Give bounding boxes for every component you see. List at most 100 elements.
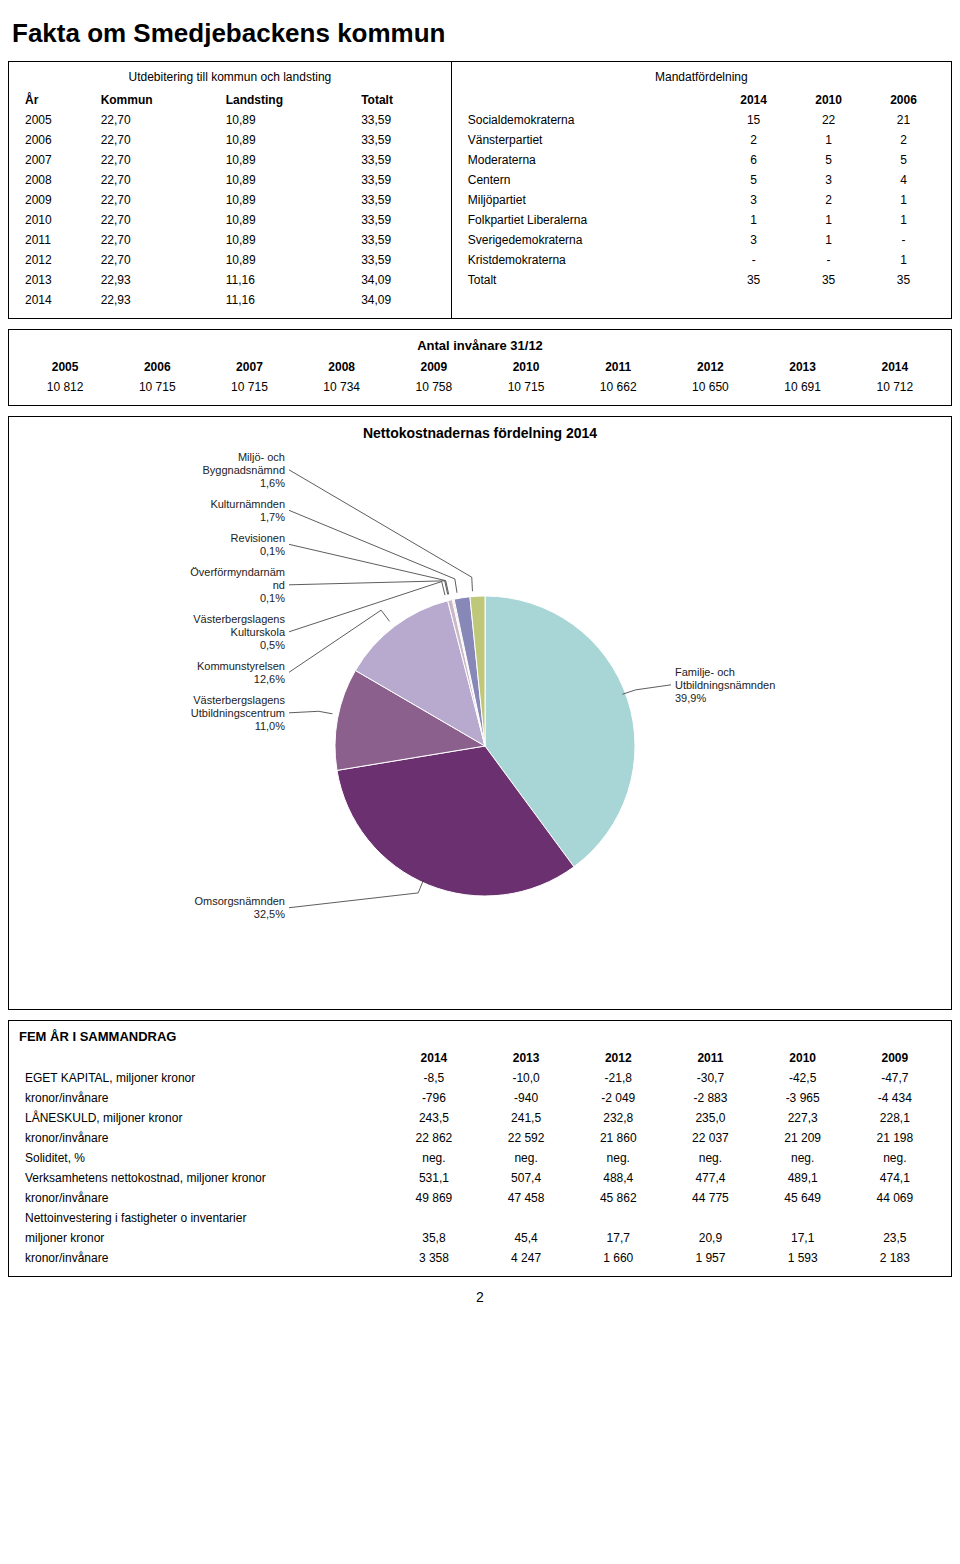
html-text:Landsting: Landsting <box>225 93 283 107</box>
html-text:2006: 2006 <box>890 93 917 107</box>
html-text:33,59: 33,59 <box>361 193 392 207</box>
html-text:10,89: 10,89 <box>225 133 256 147</box>
html-text:33,59: 33,59 <box>361 253 392 267</box>
html-text:10,89: 10,89 <box>225 193 256 207</box>
html-text:Nettokostnadernas fördelning 2: Nettokostnadernas fördelning 2014 <box>362 425 598 441</box>
html-text:2006: 2006 <box>143 360 171 374</box>
svg-text:Omsorgsnämnden32,5%: Omsorgsnämnden32,5% <box>195 895 286 920</box>
html-text:Antal invånare 31/12: Antal invånare 31/12 <box>417 338 543 353</box>
html-text:22,70: 22,70 <box>100 173 131 187</box>
html-text:2007: 2007 <box>25 153 52 167</box>
html-text:10 758: 10 758 <box>415 380 453 394</box>
html-text:2014: 2014 <box>881 360 909 374</box>
html-text:2008: 2008 <box>25 173 52 187</box>
html-text:22,70: 22,70 <box>100 213 131 227</box>
html-text:2014: 2014 <box>740 93 767 107</box>
html-text:Folkpartiet Liberalerna: Folkpartiet Liberalerna <box>467 213 588 227</box>
html-text:35: 35 <box>896 273 911 287</box>
html-text:22,70: 22,70 <box>100 253 131 267</box>
html-text:2008: 2008 <box>328 360 355 374</box>
html-text:22,93: 22,93 <box>100 273 131 287</box>
html-text:10 812: 10 812 <box>46 380 84 394</box>
html-text:22,70: 22,70 <box>100 193 131 207</box>
html-text:2010: 2010 <box>512 360 540 374</box>
html-text:33,59: 33,59 <box>361 133 392 147</box>
html-text:Kommun: Kommun <box>100 93 153 107</box>
svg-text:VästerbergslagensKulturskola0,: VästerbergslagensKulturskola0,5% <box>193 613 286 651</box>
html-text:10,89: 10,89 <box>225 213 256 227</box>
html-text:2005: 2005 <box>25 113 52 127</box>
svg-text:Kulturnämnden1,7%: Kulturnämnden1,7% <box>210 498 285 523</box>
html-text:Utdebitering till kommun och l: Utdebitering till kommun och landsting <box>128 70 332 84</box>
html-text:Moderaterna: Moderaterna <box>467 153 536 167</box>
html-text:År: År <box>25 93 39 107</box>
html-text:35: 35 <box>821 273 836 287</box>
html-text:11,16: 11,16 <box>225 293 255 307</box>
html-text:2012: 2012 <box>25 253 52 267</box>
html-text:2014: 2014 <box>25 293 52 307</box>
html-text:10 715: 10 715 <box>138 380 176 394</box>
html-text:10 734: 10 734 <box>323 380 360 394</box>
html-text:Vänsterpartiet: Vänsterpartiet <box>467 133 543 147</box>
html-text:10 712: 10 712 <box>876 380 914 394</box>
svg-text:Miljö- ochByggnadsnämnd1,6%: Miljö- ochByggnadsnämnd1,6% <box>202 451 285 489</box>
html-text:33,59: 33,59 <box>361 113 392 127</box>
html-text:2007: 2007 <box>236 360 263 374</box>
html-text:Totalt: Totalt <box>467 273 497 287</box>
html-text:Socialdemokraterna: Socialdemokraterna <box>467 113 575 127</box>
html-text:11,16: 11,16 <box>225 273 255 287</box>
html-text:22,93: 22,93 <box>100 293 131 307</box>
html-text:Fakta om Smedjebackens kommun: Fakta om Smedjebackens kommun <box>12 18 446 48</box>
html-text:2013: 2013 <box>512 1051 540 1065</box>
html-text:2012: 2012 <box>604 1051 632 1065</box>
svg-text:VästerbergslagensUtbildningsce: VästerbergslagensUtbildningscentrum11,0% <box>191 694 286 732</box>
html-text:10 662: 10 662 <box>599 380 637 394</box>
svg-text:Familje- ochUtbildningsnämnden: Familje- ochUtbildningsnämnden39,9% <box>675 666 775 704</box>
html-text:2010: 2010 <box>815 93 842 107</box>
html-text:34,09: 34,09 <box>361 273 392 287</box>
html-text:33,59: 33,59 <box>361 213 392 227</box>
html-text:22,70: 22,70 <box>100 133 131 147</box>
svg-text:Revisionen0,1%: Revisionen0,1% <box>231 532 286 557</box>
html-text:FEM ÅR I SAMMANDRAG: FEM ÅR I SAMMANDRAG <box>19 1029 177 1044</box>
html-text:2010: 2010 <box>25 213 52 227</box>
html-text:10,89: 10,89 <box>225 113 256 127</box>
html-text:Kristdemokraterna: Kristdemokraterna <box>467 253 566 267</box>
html-text:10,89: 10,89 <box>225 173 256 187</box>
html-text:10,89: 10,89 <box>225 153 256 167</box>
html-text:10 691: 10 691 <box>784 380 821 394</box>
html-text:10 650: 10 650 <box>692 380 729 394</box>
html-text:Totalt: Totalt <box>361 93 393 107</box>
html-text:10 715: 10 715 <box>231 380 268 394</box>
html-text:34,09: 34,09 <box>361 293 392 307</box>
html-text:10,89: 10,89 <box>225 253 256 267</box>
html-text:33,59: 33,59 <box>361 153 392 167</box>
html-text:22,70: 22,70 <box>100 233 131 247</box>
html-text:2011: 2011 <box>25 233 51 247</box>
svg-text:Kommunstyrelsen12,6%: Kommunstyrelsen12,6% <box>197 660 285 685</box>
html-text:22: 22 <box>821 113 836 127</box>
html-text:Sverigedemokraterna: Sverigedemokraterna <box>467 233 583 247</box>
html-text:2014: 2014 <box>420 1051 448 1065</box>
svg-text:Överförmyndarnämnd0,1%: Överförmyndarnämnd0,1% <box>190 566 285 604</box>
html-text:Centern: Centern <box>467 173 511 187</box>
html-text:10,89: 10,89 <box>225 233 256 247</box>
html-text:2012: 2012 <box>697 360 724 374</box>
html-text:Miljöpartiet: Miljöpartiet <box>467 193 526 207</box>
html-text:15: 15 <box>746 113 761 127</box>
html-text:Mandatfördelning: Mandatfördelning <box>655 70 748 84</box>
html-text:2011: 2011 <box>605 360 632 374</box>
html-text:10 715: 10 715 <box>507 380 545 394</box>
html-text:22,70: 22,70 <box>100 113 131 127</box>
html-text:2009: 2009 <box>25 193 52 207</box>
html-text:2013: 2013 <box>789 360 816 374</box>
html-text:2005: 2005 <box>51 360 79 374</box>
html-text:33,59: 33,59 <box>361 173 392 187</box>
html-text:2006: 2006 <box>25 133 52 147</box>
html-text:35: 35 <box>746 273 761 287</box>
html-text:2009: 2009 <box>420 360 448 374</box>
html-text:21: 21 <box>896 113 911 127</box>
html-text:33,59: 33,59 <box>361 233 392 247</box>
html-text:22,70: 22,70 <box>100 153 131 167</box>
html-text:2013: 2013 <box>25 273 52 287</box>
